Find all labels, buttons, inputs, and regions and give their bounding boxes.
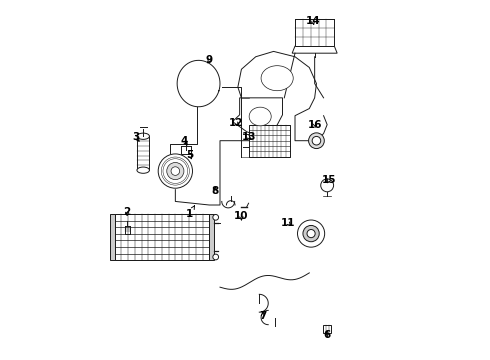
Text: 9: 9 [206, 55, 213, 65]
Text: 13: 13 [241, 132, 256, 142]
Text: 15: 15 [322, 175, 336, 185]
Text: 1: 1 [186, 206, 195, 219]
Circle shape [303, 225, 319, 242]
Bar [295, 19, 334, 46]
Ellipse shape [137, 167, 149, 173]
Text: 3: 3 [132, 132, 140, 142]
Text: 12: 12 [229, 118, 244, 128]
Circle shape [297, 220, 325, 247]
Circle shape [321, 179, 334, 192]
Circle shape [158, 154, 193, 188]
Text: 2: 2 [123, 207, 131, 217]
Text: 16: 16 [307, 120, 322, 130]
Circle shape [307, 230, 315, 238]
Ellipse shape [261, 66, 293, 91]
Text: 7: 7 [259, 311, 267, 321]
Bar [115, 214, 209, 260]
Text: 11: 11 [281, 218, 295, 228]
Polygon shape [292, 46, 337, 53]
Circle shape [213, 254, 219, 260]
Ellipse shape [137, 133, 149, 139]
Text: 6: 6 [323, 330, 331, 341]
Circle shape [171, 167, 180, 175]
Text: 14: 14 [306, 16, 320, 26]
Bar [323, 325, 331, 333]
Circle shape [309, 133, 324, 149]
Text: 4: 4 [181, 136, 188, 146]
Ellipse shape [249, 107, 271, 126]
Bar [110, 214, 115, 260]
Text: 10: 10 [234, 211, 249, 221]
Bar [137, 136, 149, 170]
Circle shape [167, 162, 184, 180]
Bar [248, 125, 290, 157]
Polygon shape [232, 98, 283, 135]
Text: 5: 5 [186, 150, 193, 160]
Text: 8: 8 [211, 186, 218, 196]
Circle shape [213, 215, 219, 220]
Bar [209, 214, 214, 260]
Circle shape [312, 136, 321, 145]
